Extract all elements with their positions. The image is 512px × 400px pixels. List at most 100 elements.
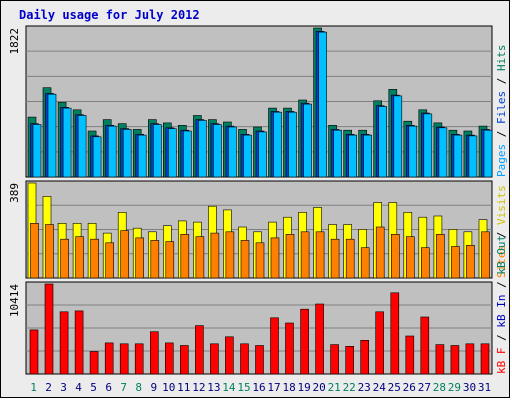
x-tick-label: 27 [418, 381, 431, 394]
bottom-bar-kb-f [270, 317, 279, 375]
middle-bar-sites [285, 234, 295, 279]
middle-bar-sites [390, 234, 400, 279]
x-tick-label: 17 [267, 381, 280, 394]
x-tick-label: 11 [177, 381, 190, 394]
x-tick-label: 28 [433, 381, 446, 394]
middle-bar-sites [451, 246, 460, 279]
top-bar-pages [47, 93, 57, 178]
top-bar-pages [408, 125, 418, 178]
bottom-bar-kb-f [44, 283, 54, 375]
middle-bar-sites [45, 224, 54, 279]
x-tick-label: 16 [252, 381, 265, 394]
x-tick-label: 24 [373, 381, 387, 394]
x-tick-label: 4 [75, 381, 82, 394]
panel-bottom-ymax-label: 10414 [8, 284, 21, 317]
x-tick-label: 18 [282, 381, 295, 394]
bottom-bar-kb-f [74, 310, 84, 375]
x-tick-label: 10 [162, 381, 175, 394]
bottom-bar-kb-f [435, 344, 445, 375]
top-bar-pages [77, 115, 87, 178]
bottom-bar-kb-f [330, 344, 339, 375]
x-tick-label: 31 [478, 381, 491, 394]
top-bar-pages [333, 129, 342, 178]
bottom-bar-kb-f [134, 343, 144, 375]
top-bar-pages [318, 31, 327, 178]
top-bar-pages [288, 111, 297, 178]
top-bar-pages [213, 124, 222, 178]
bottom-bar-kb-f [480, 343, 490, 375]
panel-middle-ymax-label: 389 [8, 183, 21, 203]
middle-bar-sites [120, 230, 129, 279]
middle-bar-sites [225, 231, 235, 279]
top-bar-pages [107, 125, 117, 178]
top-bar-pages [423, 113, 433, 178]
middle-bar-sites [315, 231, 325, 279]
top-bar-pages [483, 129, 493, 178]
x-tick-label: 21 [328, 381, 341, 394]
bottom-bar-kb-f [210, 343, 219, 375]
top-bar-pages [198, 120, 207, 178]
top-bar-pages [453, 134, 463, 178]
x-tick-label: 7 [120, 381, 127, 394]
x-tick-label: 1 [30, 381, 37, 394]
top-bar-pages [168, 128, 177, 178]
bottom-bar-kb-f [405, 335, 415, 375]
top-bar-pages [273, 111, 282, 178]
top-bar-pages [348, 134, 358, 178]
top-bar-pages [122, 129, 132, 178]
middle-bar-sites [405, 236, 415, 279]
middle-bar-sites [30, 223, 39, 279]
x-tick-label: 13 [207, 381, 220, 394]
bottom-bar-kb-f [465, 343, 475, 375]
top-bar-pages [363, 134, 373, 178]
middle-bar-sites [240, 240, 250, 279]
bottom-bar-kb-f [165, 342, 174, 375]
x-tick-label: 19 [297, 381, 310, 394]
chart-title: Daily usage for July 2012 [19, 8, 200, 22]
top-bar-pages [258, 131, 267, 178]
x-tick-label: 29 [448, 381, 461, 394]
top-bar-pages [92, 136, 102, 178]
middle-bar-sites [375, 226, 385, 279]
top-bar-pages [438, 127, 448, 178]
middle-bar-sites [135, 237, 144, 279]
x-tick-label: 30 [463, 381, 476, 394]
bottom-bar-kb-f [315, 303, 324, 375]
x-tick-label: 6 [105, 381, 112, 394]
bottom-bar-kb-f [240, 343, 249, 375]
middle-bar-sites [75, 236, 84, 279]
middle-bar-sites [270, 237, 280, 279]
top-bar-pages [62, 107, 72, 178]
panel-bottom-legend: kB F / kB In / kB Out [495, 235, 508, 374]
middle-bar-sites [360, 247, 370, 279]
bottom-bar-kb-f [225, 336, 234, 375]
bottom-bar-kb-f [360, 339, 370, 375]
bottom-bar-kb-f [450, 345, 460, 375]
middle-bar-sites [345, 238, 355, 279]
middle-bar-sites [481, 231, 490, 279]
middle-bar-sites [210, 232, 220, 279]
x-tick-label: 26 [403, 381, 416, 394]
top-bar-pages [243, 134, 252, 178]
bottom-bar-kb-f [119, 343, 129, 375]
top-bar-pages [228, 126, 237, 178]
x-tick-label: 12 [192, 381, 205, 394]
middle-bar-sites [180, 234, 190, 279]
bottom-bar-kb-f [375, 311, 385, 375]
bottom-bar-kb-f [345, 345, 355, 375]
middle-bar-sites [300, 231, 310, 279]
top-bar-pages [378, 106, 388, 178]
middle-bar-sites [255, 242, 265, 279]
bottom-bar-kb-f [29, 329, 39, 375]
bottom-bar-kb-f [420, 316, 430, 375]
x-tick-label: 25 [388, 381, 401, 394]
bottom-bar-kb-f [300, 308, 309, 375]
panel-top-legend: Pages / Files / Hits [495, 45, 508, 178]
x-tick-label: 14 [222, 381, 236, 394]
x-tick-label: 9 [150, 381, 157, 394]
bottom-bar-kb-f [150, 331, 159, 375]
x-tick-label: 23 [358, 381, 371, 394]
panel-middle-legend: Sites / Visits [495, 185, 508, 278]
bottom-bar-kb-f [195, 325, 204, 375]
